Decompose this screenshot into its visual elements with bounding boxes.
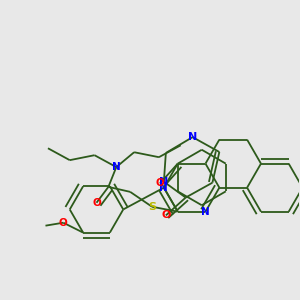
Text: N: N xyxy=(159,177,169,187)
Text: O: O xyxy=(59,218,68,228)
Text: N: N xyxy=(188,132,197,142)
Text: O: O xyxy=(155,178,164,188)
Text: N: N xyxy=(160,183,168,193)
Text: N: N xyxy=(201,207,210,217)
Text: N: N xyxy=(112,162,121,172)
Text: O: O xyxy=(92,198,101,208)
Text: S: S xyxy=(148,202,156,212)
Text: O: O xyxy=(161,210,170,220)
